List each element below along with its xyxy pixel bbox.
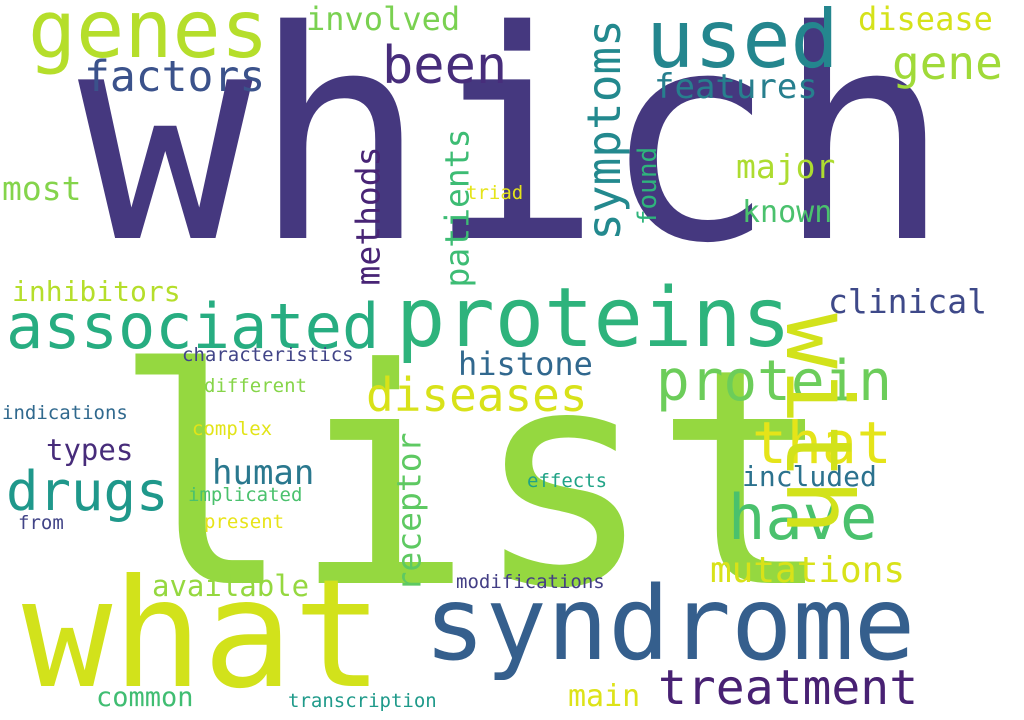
word-gene: gene [892, 36, 1003, 90]
word-different: different [204, 375, 307, 397]
word-major: major [736, 147, 836, 186]
word-triad: triad [466, 182, 524, 204]
word-with: with [765, 313, 872, 535]
word-associated: associated [6, 290, 380, 363]
word-inhibitors: inhibitors [12, 275, 181, 308]
word-found: found [633, 146, 663, 226]
word-human: human [212, 453, 315, 493]
word-indications: indications [2, 402, 128, 424]
word-treatment: treatment [658, 660, 919, 716]
word-present: present [204, 511, 285, 533]
word-mutations: mutations [710, 550, 906, 591]
word-included: included [742, 460, 877, 493]
word-disease: disease [858, 0, 993, 38]
word-involved: involved [306, 0, 461, 38]
word-clinical: clinical [828, 282, 987, 321]
word-features: features [654, 67, 818, 107]
word-histone: histone [458, 345, 593, 383]
word-modifications: modifications [456, 571, 605, 593]
word-common: common [96, 682, 194, 713]
word-receptor: receptor [389, 432, 429, 592]
word-most: most [2, 169, 82, 208]
word-available: available [152, 569, 310, 603]
word-characteristics: characteristics [182, 344, 354, 366]
word-protein: protein [656, 349, 893, 414]
word-diseases: diseases [366, 368, 588, 422]
word-factors: factors [84, 52, 266, 102]
word-patients: patients [437, 128, 477, 288]
word-methods: methods [348, 146, 388, 286]
word-symptoms: symptoms [577, 19, 631, 241]
word-implicated: implicated [188, 484, 303, 506]
word-types: types [46, 433, 134, 467]
word-have: have [728, 481, 878, 554]
word-proteins: proteins [396, 271, 791, 366]
word-what: what [22, 548, 384, 720]
word-syndrome: syndrome [424, 565, 916, 684]
word-from: from [18, 512, 64, 534]
word-that: that [752, 409, 892, 477]
word-effects: effects [527, 470, 608, 492]
word-complex: complex [192, 418, 273, 440]
word-drugs: drugs [6, 460, 169, 523]
word-genes: genes [28, 0, 269, 76]
word-list: list [112, 305, 835, 654]
word-used: used [646, 0, 839, 86]
word-which: which [78, 0, 951, 307]
word-main: main [568, 679, 641, 714]
word-been: been [382, 36, 508, 96]
word-known: known [742, 195, 833, 230]
word-transcription: transcription [288, 690, 437, 712]
